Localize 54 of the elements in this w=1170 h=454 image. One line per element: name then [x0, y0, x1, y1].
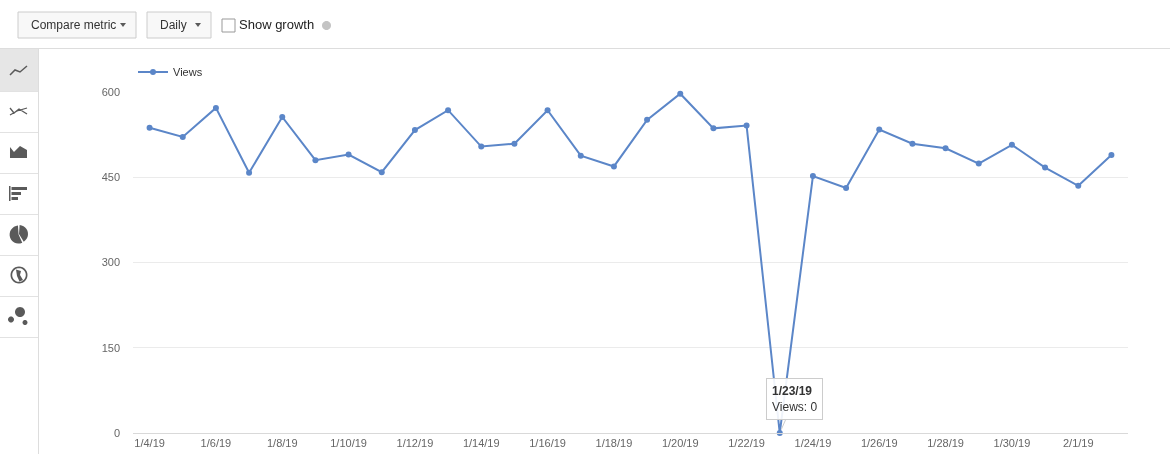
point: [544, 107, 551, 114]
point: [312, 157, 319, 164]
x-tick-label: 1/28/19: [927, 437, 964, 450]
point: [146, 124, 153, 131]
point: [876, 126, 883, 133]
x-tick-label: 1/6/19: [200, 437, 232, 450]
point: [1108, 152, 1115, 159]
point: [1075, 182, 1082, 189]
point: [511, 140, 518, 147]
point: [743, 122, 750, 129]
point: [445, 107, 452, 114]
y-tick-label: 300: [101, 256, 120, 269]
text: Daily: [160, 18, 187, 32]
point: [279, 114, 286, 121]
point: [1008, 141, 1015, 148]
point: [809, 173, 816, 180]
x-tick-label: 1/30/19: [993, 437, 1031, 450]
point: [975, 160, 982, 167]
point: [710, 125, 717, 132]
point: [246, 169, 253, 176]
point: [577, 152, 584, 159]
text: Compare metric: [31, 18, 117, 32]
y-tick-label: 600: [101, 85, 120, 98]
point: [345, 151, 352, 158]
annotation: 1/23/19 Views: 0: [772, 384, 818, 414]
x-tick-label: 1/12/19: [396, 437, 434, 450]
point: [644, 116, 651, 123]
x-tick-label: 1/10/19: [330, 437, 367, 450]
point: [179, 133, 186, 140]
y-tick-label: 150: [101, 341, 120, 354]
point: [843, 185, 850, 192]
point: [677, 90, 684, 97]
point: [212, 104, 219, 111]
point: [378, 169, 385, 176]
legend-label: Views: [173, 66, 203, 79]
x-tick-label: 1/8/19: [266, 437, 298, 450]
x-tick-label: 1/20/19: [661, 437, 699, 450]
y-tick-label: 0: [113, 426, 120, 439]
x-tick-label: 1/18/19: [595, 437, 633, 450]
x-tick-label: 1/14/19: [462, 437, 500, 450]
text: Show growth: [239, 17, 315, 32]
point: [610, 163, 617, 170]
x-tick-label: 1/22/19: [728, 437, 765, 450]
x-tick-label: 2/1/19: [1062, 437, 1094, 450]
x-tick-label: 1/4/19: [134, 437, 165, 450]
point: [411, 127, 418, 134]
point: [478, 143, 485, 150]
x-tick-label: 1/26/19: [860, 437, 898, 450]
y-tick-label: 450: [101, 171, 120, 184]
point: [909, 140, 916, 147]
x-tick-label: 1/16/19: [529, 437, 566, 450]
point: [942, 145, 949, 152]
x-tick-label: 1/24/19: [794, 437, 832, 450]
point: [1042, 164, 1049, 171]
